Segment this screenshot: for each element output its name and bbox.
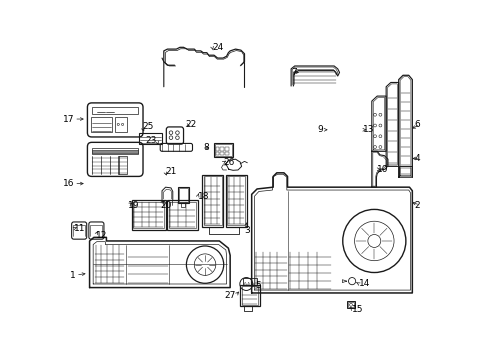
Bar [92,148,138,154]
Bar [167,200,198,230]
Bar [179,188,187,202]
Bar [139,134,162,144]
Bar [227,176,244,225]
Text: 6: 6 [414,120,419,129]
Bar [203,176,221,225]
Bar [92,150,138,153]
Bar [224,152,228,155]
Text: 13: 13 [362,125,374,134]
Text: 19: 19 [128,201,139,210]
Bar [224,147,228,150]
Bar [214,143,232,157]
Text: 12: 12 [96,231,107,240]
Bar [225,175,246,226]
Text: 4: 4 [414,154,419,163]
Bar [133,202,163,228]
Text: 2: 2 [414,201,419,210]
Bar [348,302,353,307]
Bar [131,200,165,230]
Text: 26: 26 [223,158,234,167]
Text: 14: 14 [359,279,370,288]
Text: 17: 17 [62,114,74,123]
Text: 10: 10 [376,165,388,174]
Text: 5: 5 [255,281,261,290]
Text: 18: 18 [198,192,209,201]
Text: 16: 16 [62,179,74,188]
Bar [92,107,138,114]
Text: 7: 7 [290,68,296,77]
Bar [240,285,260,306]
Bar [220,152,224,155]
Text: 9: 9 [317,125,323,134]
Text: 22: 22 [185,120,196,129]
Bar [169,202,196,228]
Text: 23: 23 [145,136,156,145]
Text: 15: 15 [351,305,363,314]
Text: 1: 1 [70,270,76,279]
Bar [178,187,188,203]
Text: 20: 20 [160,201,171,210]
Text: ω: ω [243,281,249,287]
Text: 11: 11 [74,224,85,233]
Text: 27: 27 [224,291,235,300]
Bar [220,147,224,150]
Bar [215,152,219,155]
Bar [242,278,257,285]
Text: 3: 3 [244,226,250,235]
Bar [91,117,112,132]
Bar [115,117,127,132]
Bar [346,301,354,309]
Text: 21: 21 [164,167,176,176]
Text: 24: 24 [212,43,223,52]
Text: 8: 8 [203,143,208,152]
Text: 25: 25 [142,122,153,131]
Bar [215,144,231,156]
Bar [215,147,219,150]
Bar [202,175,223,226]
Bar [241,286,258,305]
Bar [118,156,127,174]
